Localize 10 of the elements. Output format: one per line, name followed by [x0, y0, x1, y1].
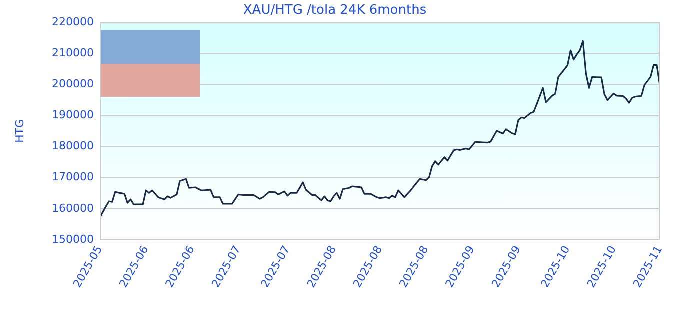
y-tick-label: 190000	[52, 108, 94, 122]
y-axis-title: HTG	[13, 120, 26, 144]
y-tick-label: 200000	[52, 78, 94, 91]
y-tick-label: 180000	[52, 140, 94, 153]
y-tick-label: 170000	[52, 170, 94, 184]
y-tick-label: 220000	[52, 15, 94, 28]
y-tick-label: 210000	[52, 46, 94, 60]
chart-title: XAU/HTG /tola 24K 6months	[243, 3, 427, 18]
y-tick-label: 150000	[52, 232, 94, 246]
y-tick-label: 160000	[52, 202, 94, 215]
